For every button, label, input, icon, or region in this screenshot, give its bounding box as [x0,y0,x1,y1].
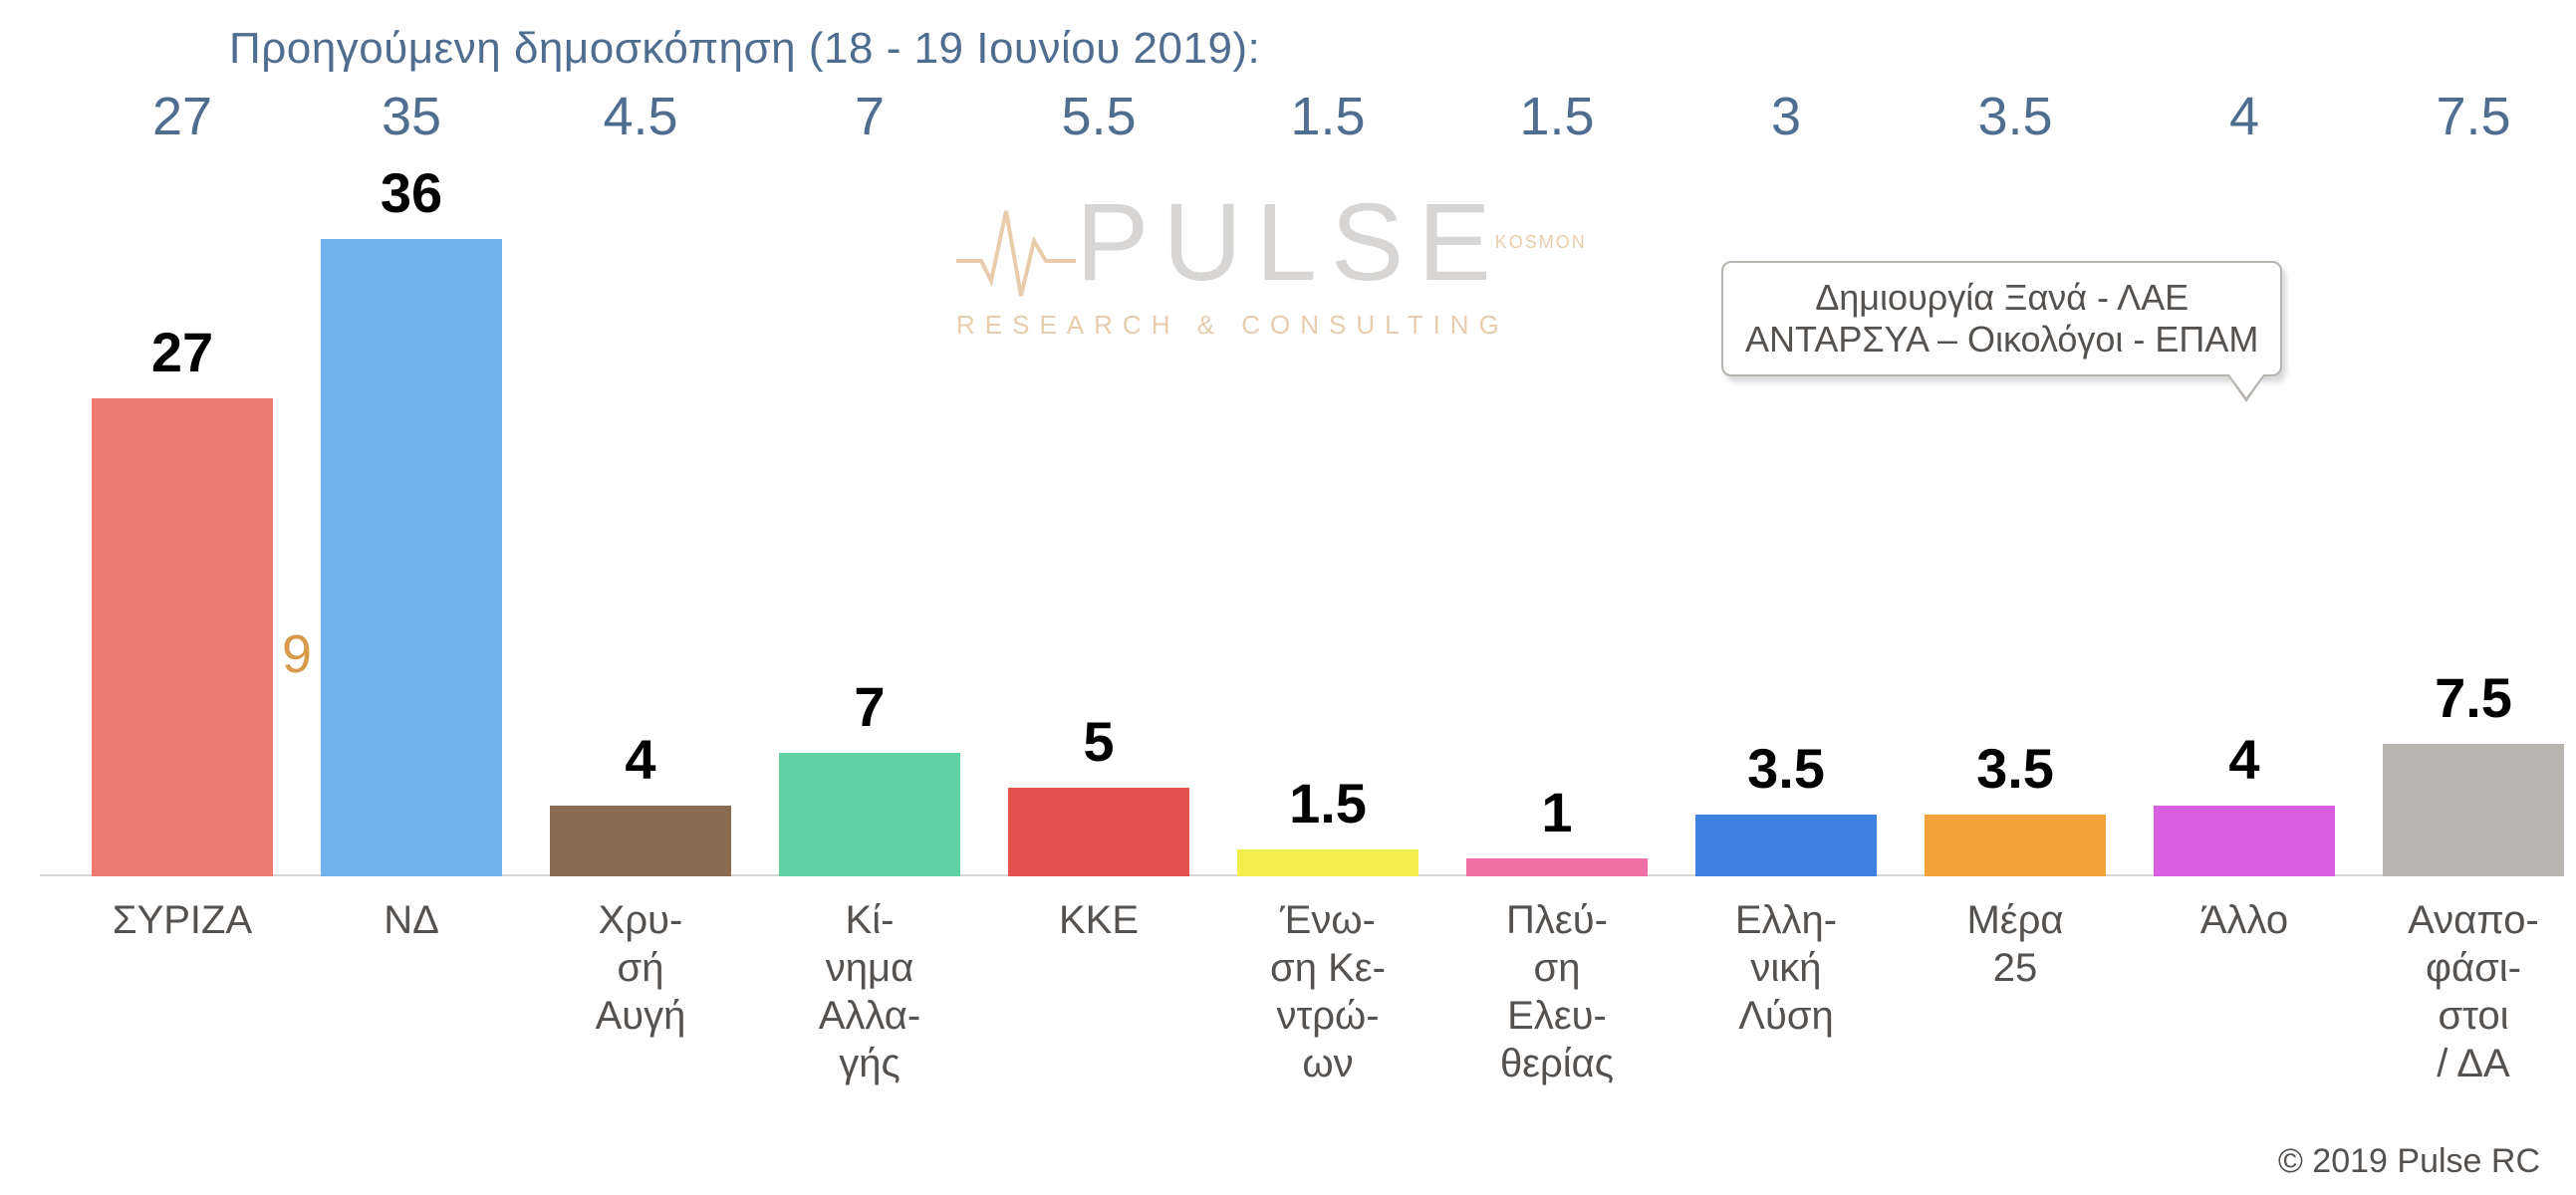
category-label: Μέρα 25 [1966,896,2063,992]
category-label: Άλλο [2200,896,2288,944]
bar [1925,815,2106,876]
bar-group: 36 [321,239,502,876]
bar-value-label: 1 [1541,780,1572,844]
bar-value-label: 27 [151,320,213,384]
category-label: ΣΥΡΙΖΑ [113,896,252,944]
previous-value: 3 [1771,86,1801,147]
bar-group: 7 [779,753,960,876]
callout-line-1: Δημιουργία Ξανά - ΛΑΕ [1745,277,2258,319]
category-label: Αναπο- φάσι- στοι / ΔΑ [2408,896,2539,1087]
bar-group: 1 [1466,858,1648,876]
bar-group: 4 [550,806,731,876]
category-label: Ένω- ση Κε- ντρώ- ων [1270,896,1386,1087]
bar-group: 1.5 [1237,849,1418,876]
bar [1466,858,1648,876]
bar-group: 4 [2154,806,2335,876]
previous-value: 5.5 [1061,86,1136,147]
category-label: ΚΚΕ [1059,896,1139,944]
previous-value: 4 [2229,86,2259,147]
previous-value: 4.5 [603,86,677,147]
previous-poll-title: Προηγούμενη δημοσκόπηση (18 - 19 Ιουνίου… [229,24,1260,74]
bar-value-label: 4 [625,727,655,792]
bar-value-label: 3.5 [1976,736,2054,801]
callout-line-2: ΑΝΤΑΡΣΥΑ – Οικολόγοι - ΕΠΑΜ [1745,319,2258,360]
bar [779,753,960,876]
bar-group: 3.5 [1925,815,2106,876]
bar-value-label: 1.5 [1289,771,1367,836]
category-label: Πλεύ- ση Ελευ- θερίας [1500,896,1614,1087]
bar-group: 3.5 [1695,815,1877,876]
bar-value-label: 36 [381,160,442,225]
bar [92,398,273,876]
bar-group: 5 [1008,788,1189,876]
previous-value: 1.5 [1290,86,1365,147]
previous-value: 35 [382,86,441,147]
bar [1237,849,1418,876]
previous-value: 27 [152,86,212,147]
previous-value: 7.5 [2436,86,2510,147]
bar-value-label: 7 [854,674,885,739]
bar [1695,815,1877,876]
category-label: Ελλη- νική Λύση [1735,896,1837,1040]
bar [321,239,502,876]
category-label: ΝΔ [384,896,439,944]
bar [2154,806,2335,876]
bar-group: 7.5 [2383,744,2564,876]
previous-value: 3.5 [1977,86,2052,147]
bar-value-label: 5 [1083,709,1114,774]
previous-value: 7 [855,86,885,147]
bar [2383,744,2564,876]
bar-value-label: 3.5 [1747,736,1825,801]
bar-value-label: 7.5 [2435,665,2512,730]
category-label: Χρυ- σή Αυγή [596,896,686,1040]
poll-chart: { "chart": { "type": "bar", "width_px": … [0,0,2576,1195]
bar [1008,788,1189,876]
bar-value-label: 4 [2228,727,2259,792]
other-parties-callout: Δημιουργία Ξανά - ΛΑΕ ΑΝΤΑΡΣΥΑ – Οικολόγ… [1721,261,2282,376]
previous-values-row: 27 35 4.5 7 5.5 1.5 1.5 3 3.5 4 7.5 [0,86,2576,155]
bar [550,806,731,876]
copyright-text: © 2019 Pulse RC [2278,1142,2540,1181]
bar-group: 27 [92,398,273,876]
callout-pointer-fill-icon [2228,373,2264,397]
category-label: Κί- νημα Αλλα- γής [819,896,921,1087]
previous-value: 1.5 [1519,86,1594,147]
